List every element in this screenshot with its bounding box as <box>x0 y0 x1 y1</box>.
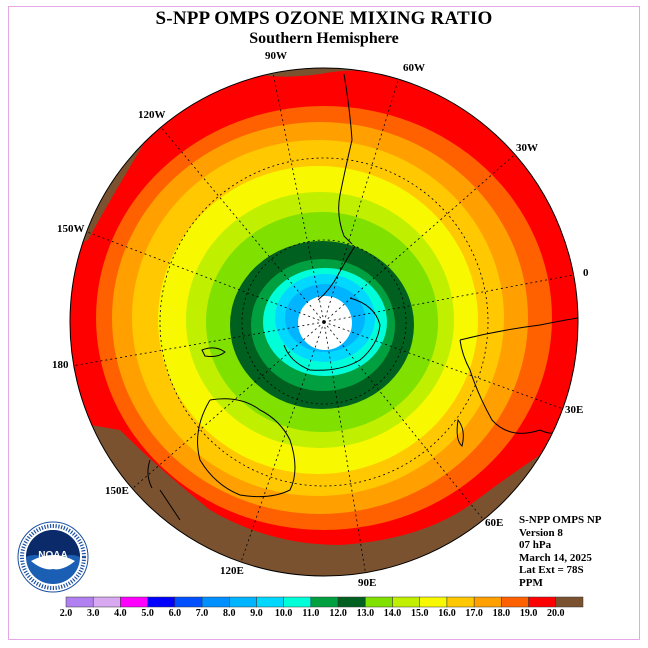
graticule <box>71 68 578 576</box>
colorbar-tick-label: 3.0 <box>86 608 100 619</box>
colorbar-tick-label: 15.0 <box>410 608 429 619</box>
colorbar-tick-label: 17.0 <box>465 608 483 619</box>
info-version: Version 8 <box>519 526 563 539</box>
colorbar-tick-label: 11.0 <box>302 608 320 619</box>
colorbar-tick-label: 12.0 <box>329 608 347 619</box>
info-date: March 14, 2025 <box>519 551 592 564</box>
colorbar-tick-label: 8.0 <box>223 608 236 619</box>
colorbar-tick-label: 20.0 <box>547 608 565 619</box>
colorbar-tick-label: 7.0 <box>195 608 209 619</box>
info-units: PPM <box>519 576 543 589</box>
map-title: S-NPP OMPS OZONE MIXING RATIO <box>155 8 493 29</box>
lon-label-60e: 60E <box>485 517 504 529</box>
lon-label-90e: 90E <box>358 577 377 589</box>
lon-label-30e: 30E <box>565 404 584 416</box>
lon-label-120w: 120W <box>138 109 166 121</box>
lon-label-60w: 60W <box>403 62 425 74</box>
info-lat-extent: Lat Ext = 78S <box>519 564 584 576</box>
lon-label-120e: 120E <box>220 565 244 577</box>
map-subtitle: Southern Hemisphere <box>249 30 399 47</box>
map-boundary <box>69 67 579 577</box>
coast-antarctica-east <box>283 297 381 371</box>
lon-label-90w: 90W <box>265 50 287 62</box>
lon-label-180: 180 <box>52 359 69 371</box>
colorbar-tick-label: 19.0 <box>519 608 538 619</box>
logo-text: NOAA <box>38 550 67 561</box>
colorbar-tick-label: 14.0 <box>383 608 402 619</box>
coastlines <box>147 73 578 521</box>
coast-australia <box>197 398 296 498</box>
product-info: S-NPP OMPS NP Version 8 07 hPa March 14,… <box>519 514 602 589</box>
noaa-logo-icon: NOAA <box>17 521 89 593</box>
colorbar-tick-label: 18.0 <box>492 608 511 619</box>
colorbar-tick-label: 10.0 <box>274 608 293 619</box>
coast-new-zealand <box>147 459 181 521</box>
plot-frame <box>8 6 640 640</box>
coast-antarctic-peninsula <box>317 245 356 301</box>
colorbar-tick-label: 16.0 <box>438 608 456 619</box>
colorbar-tick-label: 13.0 <box>356 608 375 619</box>
coast-south-america <box>338 73 353 245</box>
colorbar-tick-label: 6.0 <box>168 608 182 619</box>
colorbar-tick-label: 4.0 <box>114 608 127 619</box>
info-pressure-level: 07 hPa <box>519 539 552 551</box>
lon-label-0: 0 <box>583 267 589 279</box>
info-instrument: S-NPP OMPS NP <box>519 514 602 526</box>
coast-madagascar <box>456 418 464 447</box>
colorbar-tick-label: 2.0 <box>59 608 73 619</box>
colorbar-tick-label: 9.0 <box>250 608 263 619</box>
colorbar-tick-label: 5.0 <box>141 608 154 619</box>
lon-label-150e: 150E <box>105 485 129 497</box>
coast-ross-island <box>201 347 226 357</box>
lon-label-30w: 30W <box>516 142 538 154</box>
ozone-field <box>70 68 578 576</box>
lon-label-150w: 150W <box>57 223 85 235</box>
coast-africa <box>459 317 578 434</box>
